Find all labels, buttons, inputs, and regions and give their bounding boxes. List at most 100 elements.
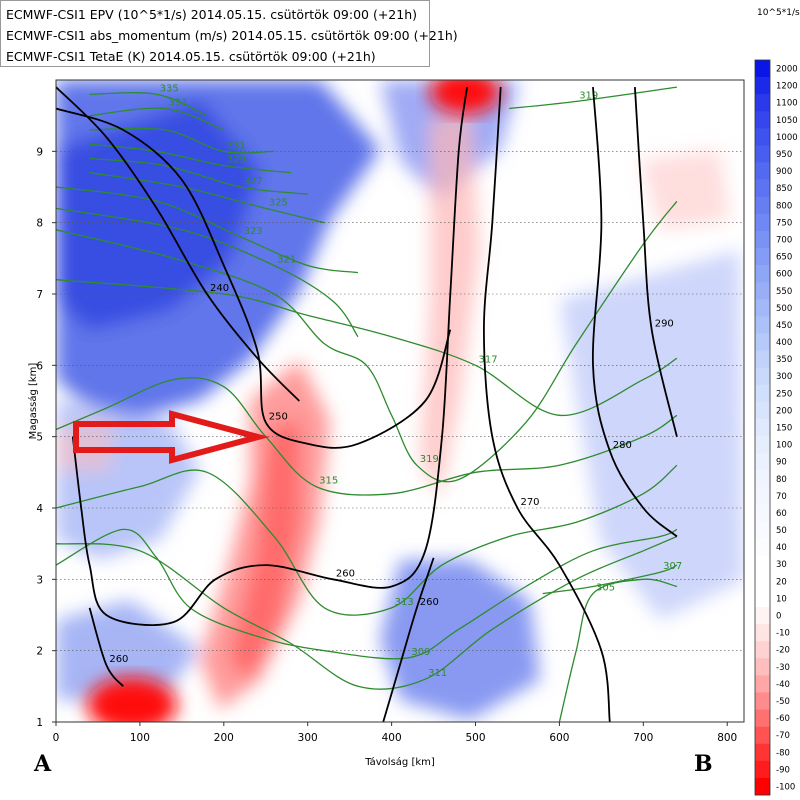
colorbar-label: 150: [776, 424, 792, 434]
colorbar-label: 60: [776, 509, 787, 519]
abs-momentum-contour-260: [382, 557, 435, 722]
legend-box: ECMWF-CSI1 EPV (10^5*1/s) 2014.05.15. cs…: [0, 0, 458, 67]
x-tick-label: 300: [298, 732, 318, 744]
theta-e-contour-label: 331: [227, 140, 246, 151]
colorbar-swatch: [755, 743, 770, 762]
y-tick-label: 2: [36, 646, 43, 658]
colorbar-swatch: [755, 350, 770, 368]
colorbar-swatch: [755, 196, 770, 215]
theta-e-contour-label: 319: [420, 454, 439, 465]
colorbar-label: -60: [776, 714, 790, 724]
colorbar-label: 50: [776, 526, 787, 536]
colorbar-label: 250: [776, 389, 792, 399]
abs-momentum-contour-label: 240: [210, 283, 229, 294]
colorbar-swatch: [755, 230, 770, 249]
colorbar-label: 1000: [776, 133, 798, 143]
abs-momentum-contour-label: 280: [613, 440, 632, 451]
abs-momentum-contour-270: [482, 87, 611, 722]
colorbar-label: 90: [776, 458, 787, 468]
theta-e-contour-311: [56, 535, 678, 690]
abs-momentum-contour-label: 260: [420, 597, 439, 608]
colorbar-swatch: [755, 606, 770, 625]
theta-e-contour-313: [56, 464, 678, 616]
colorbar-swatch: [755, 384, 770, 403]
theta-e-contour-309: [56, 528, 678, 660]
colorbar-label: 550: [776, 287, 792, 297]
colorbar-label: 30: [776, 560, 787, 570]
colorbar-label: -40: [776, 680, 790, 690]
colorbar-swatch: [755, 675, 770, 693]
colorbar-swatch: [755, 179, 770, 198]
colorbar-label: -20: [776, 646, 790, 656]
x-axis-label: Távolság [km]: [364, 756, 435, 768]
x-tick-label: 100: [130, 732, 150, 744]
abs-momentum-contour-250: [56, 107, 452, 449]
colorbar-label: 600: [776, 270, 792, 280]
theta-e-contour-label: 315: [319, 476, 338, 487]
abs-momentum-contour-label: 260: [109, 654, 128, 665]
red-arrow-annotation: [73, 410, 270, 464]
y-tick-label: 3: [36, 574, 43, 586]
theta-e-contour-325: [89, 172, 325, 224]
colorbar: 2000120011001050100095090085080075070065…: [754, 59, 798, 796]
colorbar-frame: [754, 59, 771, 796]
colorbar-swatch: [755, 145, 770, 163]
colorbar-swatch: [755, 692, 770, 710]
section-end-label-b: B: [694, 751, 713, 777]
theta-e-contour-label: 335: [160, 83, 179, 94]
x-tick-label: 200: [214, 732, 234, 744]
theta-e-contour-327: [89, 157, 308, 195]
abs-momentum-contour-240: [56, 86, 300, 402]
abs-momentum-contour-280: [591, 87, 678, 538]
epv-red-patch-right: [640, 150, 730, 230]
y-tick-label: 9: [36, 146, 43, 158]
colorbar-label: 750: [776, 218, 792, 228]
colorbar-label: 650: [776, 253, 792, 263]
epv-red-plume-core: [230, 420, 300, 680]
theta-e-contour-label: 305: [596, 583, 615, 594]
colorbar-label: 80: [776, 475, 787, 485]
colorbar-swatch: [755, 555, 770, 574]
colorbar-label: 850: [776, 184, 792, 194]
colorbar-swatch: [755, 265, 770, 283]
theta-e-contour-label: 313: [395, 597, 414, 608]
colorbar-label: 40: [776, 543, 787, 553]
colorbar-label: -70: [776, 731, 790, 741]
theta-e-contour-label: 329: [227, 155, 246, 166]
abs-momentum-contour-290: [634, 87, 678, 437]
colorbar-label: 1200: [776, 82, 798, 92]
abs-momentum-contour-label: 260: [336, 568, 355, 579]
colorbar-label: 700: [776, 235, 792, 245]
theta-e-contour-label: 319: [579, 90, 598, 101]
x-tick-label: 0: [53, 732, 60, 744]
axis-ticks: 0 100 200 300 400 500 600 700 800 1 2 3 4 5 6 7 8 9: [36, 146, 737, 744]
colorbar-swatch: [755, 316, 770, 334]
colorbar-label: -30: [776, 663, 790, 673]
legend-line-tetae: ECMWF-CSI1 TetaE (K) 2014.05.15. csütört…: [6, 49, 376, 64]
y-tick-label: 8: [36, 218, 43, 230]
colorbar-swatch: [755, 641, 770, 659]
epv-red-core-bottom-left: [87, 677, 177, 722]
legend-line-epv: ECMWF-CSI1 EPV (10^5*1/s) 2014.05.15. cs…: [6, 7, 418, 22]
colorbar-label: 200: [776, 406, 792, 416]
colorbar-label: 500: [776, 304, 792, 314]
theta-e-contour-label: 333: [168, 98, 187, 109]
colorbar-label: 800: [776, 201, 792, 211]
colorbar-label: 1050: [776, 116, 798, 126]
colorbar-label: 350: [776, 355, 792, 365]
colorbar-label: -10: [776, 629, 790, 639]
theta-e-contour-317: [56, 279, 678, 416]
theta-e-contour-307: [542, 564, 678, 595]
abs-momentum-contours: 240 250 260 260 260 270 280 290: [56, 86, 678, 722]
y-tick-label: 5: [36, 432, 43, 444]
theta-e-contour-319: [56, 200, 678, 483]
x-tick-label: 800: [717, 732, 737, 744]
theta-e-contour-319: [509, 86, 677, 110]
x-tick-label: 500: [465, 732, 485, 744]
colorbar-swatch: [755, 504, 770, 522]
theta-e-contour-323: [56, 186, 359, 274]
plot-frame: [55, 79, 745, 723]
legend-line-abs-momentum: ECMWF-CSI1 abs_momentum (m/s) 2014.05.15…: [6, 28, 458, 43]
colorbar-label: -100: [776, 782, 795, 792]
